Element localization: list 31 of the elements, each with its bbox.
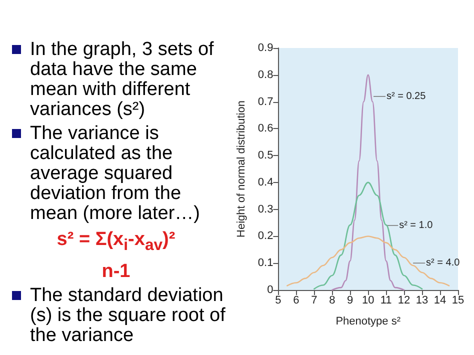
y-tick-label: 0.8	[258, 68, 274, 81]
x-tick-label: 5	[275, 294, 282, 306]
y-tick-label: 0.3	[258, 203, 274, 216]
annotation: s² = 0.25	[386, 90, 426, 102]
y-tick-label: 0.6	[258, 122, 274, 135]
x-tick-label: 15	[452, 294, 464, 306]
y-axis-title: Height of normal distribution	[236, 100, 248, 238]
y-tick-label: 0.2	[258, 230, 274, 242]
x-tick-label: 8	[329, 294, 336, 306]
y-tick-label: 0	[267, 284, 274, 296]
x-tick-label: 10	[362, 294, 374, 306]
x-tick-label: 14	[434, 294, 446, 306]
annotation: s² = 4.0	[426, 258, 460, 269]
x-tick-label: 11	[380, 294, 392, 306]
x-tick-label: 9	[347, 294, 354, 306]
text: The variance is calculated as the average squared deviation from the mean (more later…)	[30, 123, 200, 224]
x-tick-label: 7	[311, 294, 318, 306]
y-tick-label: 0.5	[258, 150, 274, 162]
x-tick-label: 6	[293, 294, 300, 306]
text: n-1	[102, 260, 130, 282]
x-tick-label: 13	[416, 294, 428, 306]
y-tick-label: 0.1	[258, 257, 274, 270]
text: In the graph, 3 sets of data have the same mean with different variances (s²)	[30, 39, 214, 120]
text: s² = Σ(x$_{i}$-x$_{av}$)²	[56, 229, 176, 254]
x-tick-label: 12	[398, 294, 410, 306]
y-tick-label: 0.4	[258, 176, 274, 188]
y-tick-label: 0.9	[258, 42, 274, 54]
y-tick-label: 0.7	[258, 96, 274, 108]
text: The standard deviation (s) is the square root of the variance	[30, 284, 226, 346]
x-axis-title: Phenotype s²	[336, 316, 401, 328]
annotation: s² = 1.0	[399, 220, 434, 231]
